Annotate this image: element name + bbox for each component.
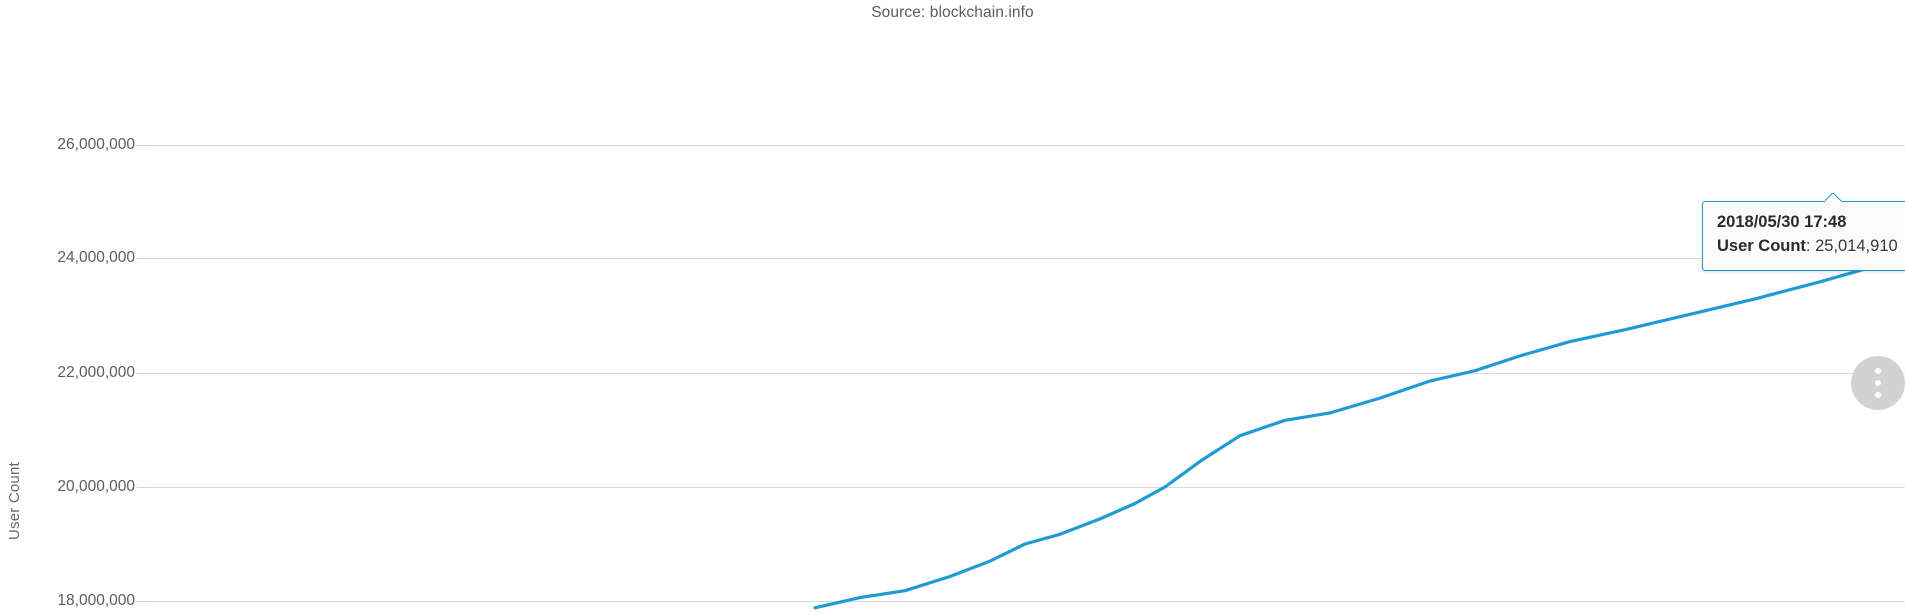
- y-axis-tick-mark: [137, 258, 148, 259]
- y-axis-tick-label: 22,000,000: [57, 364, 135, 381]
- y-axis-tick-label: 26,000,000: [57, 136, 135, 153]
- chart-menu-button[interactable]: [1851, 356, 1905, 410]
- y-axis-tick-mark: [137, 145, 148, 146]
- y-axis-tick-mark: [137, 601, 148, 602]
- gridline: [148, 601, 1905, 602]
- tooltip-metric-label: User Count: [1717, 236, 1806, 255]
- y-axis-tick-label: 18,000,000: [57, 592, 135, 609]
- y-axis-tick-mark: [137, 373, 148, 374]
- kebab-dot-icon: [1875, 368, 1881, 374]
- y-axis-tick-label: 24,000,000: [57, 249, 135, 266]
- tooltip-pointer-icon: [1825, 193, 1843, 202]
- y-axis-tick-label: 20,000,000: [57, 478, 135, 495]
- gridline: [148, 145, 1905, 146]
- data-point-tooltip: 2018/05/30 17:48 User Count: 25,014,910: [1702, 201, 1905, 271]
- series-line-user-count: [813, 256, 1905, 610]
- gridline: [148, 258, 1905, 259]
- gridline: [148, 373, 1905, 374]
- plot-area: [148, 0, 1905, 614]
- chart-source-label: Source: blockchain.info: [871, 4, 1034, 21]
- tooltip-metric-value: 25,014,910: [1815, 236, 1898, 255]
- y-axis-title: User Count: [6, 462, 23, 540]
- tooltip-separator: :: [1805, 236, 1816, 255]
- gridline: [148, 487, 1905, 488]
- tooltip-metric-row: User Count: 25,014,910: [1717, 235, 1898, 259]
- kebab-dot-icon: [1875, 380, 1881, 386]
- tooltip-timestamp: 2018/05/30 17:48: [1717, 213, 1847, 231]
- kebab-dot-icon: [1875, 392, 1881, 398]
- y-axis-tick-mark: [137, 487, 148, 488]
